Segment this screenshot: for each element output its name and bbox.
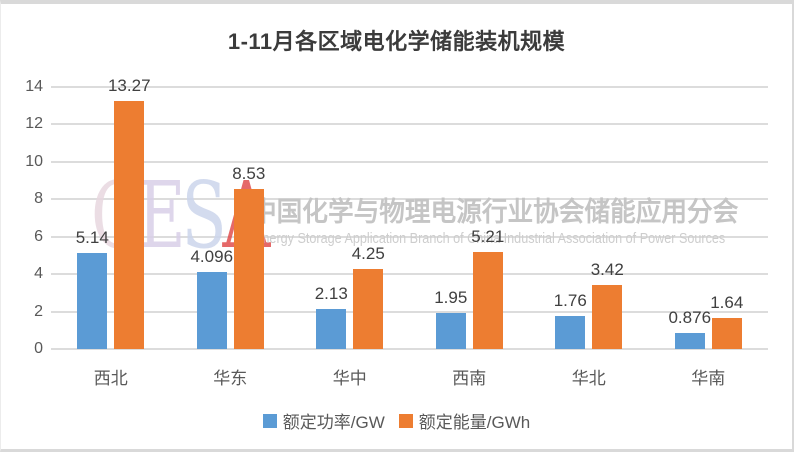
watermark-en-text: Energy Storage Application Branch of Chi…	[254, 231, 726, 247]
bar-group: 1.95 5.21	[410, 87, 530, 349]
chart-title: 1-11月各区域电化学储能装机规模	[227, 29, 566, 54]
grid-line	[51, 198, 768, 201]
x-axis-label: 华北	[571, 369, 606, 388]
y-axis-label: 2	[34, 302, 43, 320]
bar: 1.95	[434, 288, 467, 349]
x-axis-label: 华南	[691, 369, 726, 388]
watermark-logo-letter: E	[137, 162, 185, 269]
bar-value-label: 1.95	[434, 287, 468, 307]
watermark-logo-letter: S	[181, 162, 226, 269]
legend-label: 额定功率/GW	[282, 413, 385, 432]
bar-value-label: 1.76	[553, 291, 587, 311]
bar-group: 1.76 3.42	[529, 87, 649, 349]
x-axis-label: 华东	[213, 369, 248, 388]
watermark-cn-text: 中国化学与物理电源行业协会储能应用分会	[251, 197, 739, 227]
x-axis-label: 西北	[93, 369, 128, 388]
bar-value-label: 4.25	[351, 244, 385, 264]
bar-value-label: 13.27	[107, 75, 151, 95]
bar-value-label: 4.096	[190, 247, 234, 267]
bar: 1.76	[554, 291, 587, 349]
grid-line	[51, 160, 768, 163]
bar: 5.14	[76, 228, 109, 349]
bar: 2.13	[315, 284, 348, 349]
x-axis: 西北 华东 华中 西南 华北 华南	[51, 364, 768, 389]
grid-line	[51, 273, 768, 276]
grid-line	[51, 235, 768, 238]
grid-line	[51, 310, 768, 313]
bar: 3.42	[591, 260, 624, 349]
y-axis-label: 8	[34, 190, 43, 208]
bar-group: 2.13 4.25	[290, 87, 410, 349]
bar-group: 4.096 8.53	[171, 87, 291, 349]
y-axis-label: 10	[25, 152, 43, 170]
bar: 5.21	[471, 227, 504, 349]
bar: 4.25	[352, 244, 385, 349]
x-axis-label: 华中	[332, 369, 367, 388]
bar-value-label: 2.13	[314, 284, 348, 304]
y-axis-label: 12	[25, 115, 43, 133]
bar-value-label: 5.21	[471, 226, 505, 246]
bar: 4.096	[190, 247, 233, 349]
grid-line	[51, 86, 768, 88]
grid-line	[51, 348, 768, 350]
bar-value-label: 3.42	[590, 260, 624, 279]
bar-value-label: 0.876	[668, 307, 712, 327]
y-axis-label: 6	[34, 227, 43, 245]
plot-area: 0 2 4 6 8 10 12 14 5.14 13.27 4.096 8.53 2.13 4.25 1.…	[25, 76, 769, 357]
y-axis-label: 14	[25, 78, 43, 95]
legend-swatch	[262, 413, 277, 428]
legend-swatch	[398, 413, 413, 428]
legend-item: 额定能量/GWh	[398, 408, 531, 433]
legend-item: 额定功率/GW	[262, 408, 385, 433]
bars-layer: 5.14 13.27 4.096 8.53 2.13 4.25 1.95 5.21 1.76 3.…	[51, 76, 769, 349]
bar-group: 5.14 13.27	[51, 76, 171, 349]
legend: 额定功率/GW 额定能量/GWh	[1, 408, 792, 433]
bar: 1.64	[710, 293, 743, 349]
bar: 0.876	[668, 308, 711, 349]
bar: 13.27	[108, 76, 151, 349]
bar: 8.53	[232, 164, 265, 349]
legend-label: 额定能量/GWh	[418, 413, 531, 432]
y-axis-label: 4	[34, 265, 43, 283]
grid-line	[51, 123, 768, 126]
x-axis-label: 西南	[452, 369, 487, 388]
y-axis-label: 0	[34, 340, 43, 357]
bar-value-label: 1.64	[710, 293, 744, 313]
bar-value-label: 5.14	[75, 227, 109, 247]
bar-group: 0.876 1.64	[649, 87, 769, 349]
bar-value-label: 8.53	[232, 164, 266, 184]
